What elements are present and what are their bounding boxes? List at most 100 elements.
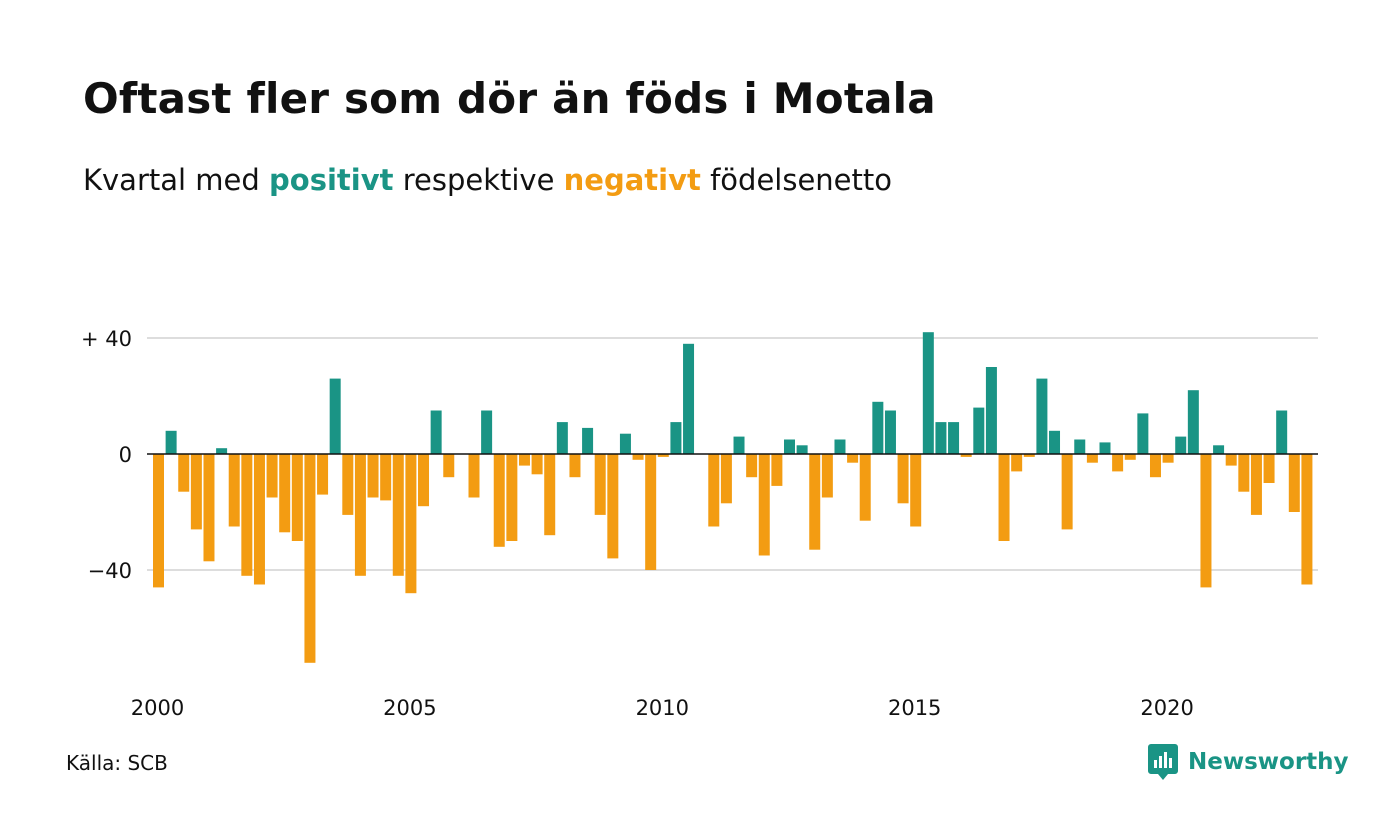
bar-negative [720,454,732,504]
subtitle-negative-word: negativt [563,163,701,197]
x-tick-label: 2015 [888,696,941,720]
bar-negative [1288,454,1300,512]
bar-positive [872,401,884,454]
bar-negative [279,454,291,533]
bar-negative [178,454,190,492]
bar-negative [1162,454,1174,463]
bar-positive [1099,442,1111,454]
bar-negative [746,454,758,478]
bar-negative [392,454,404,576]
bar-positive [582,427,594,454]
subtitle-middle: respektive [393,163,564,197]
x-tick-label: 2000 [131,696,184,720]
bar-negative [1301,454,1313,585]
bar-negative [847,454,859,463]
bar-positive [216,448,228,454]
y-tick-label: −40 [88,559,132,583]
bar-negative [342,454,354,515]
bar-positive [796,445,808,454]
bar-negative [468,454,480,498]
bar-positive [973,407,985,454]
bar-positive [1074,439,1086,454]
bar-positive [922,332,934,454]
bar-chart: + 40 0 −40 2000 2005 2010 2015 2020 [81,327,1318,720]
bar-negative [1023,454,1035,457]
bar-negative [910,454,922,527]
bar-negative [657,454,669,457]
bar-negative [569,454,581,478]
bar-negative [531,454,543,475]
brand-name: Newsworthy [1188,749,1349,775]
bar-negative [1225,454,1237,466]
bar-negative [518,454,530,466]
bar-negative [960,454,972,457]
y-tick-label: + 40 [81,327,132,351]
bar-positive [1175,436,1187,454]
bar-negative [1086,454,1098,463]
bar-positive [834,439,846,454]
bar-positive [683,343,695,454]
x-tick-label: 2010 [636,696,689,720]
y-tick-label: 0 [119,443,132,467]
bar-negative [443,454,455,478]
bar-positive [165,430,177,454]
x-tick-label: 2005 [383,696,436,720]
bar-negative [203,454,215,562]
bar-positive [556,422,568,454]
bar-negative [493,454,505,547]
bar-negative [266,454,278,498]
bar-positive [1036,378,1048,454]
bar-negative [241,454,253,576]
subtitle-positive-word: positivt [269,163,394,197]
bar-positive [733,436,745,454]
bar-negative [998,454,1010,541]
bar-positive [670,422,682,454]
source-note: Källa: SCB [66,751,168,775]
bar-negative [354,454,366,576]
bar-positive [329,378,341,454]
bar-positive [481,410,493,454]
bar-negative [153,454,164,588]
bar-negative [1200,454,1212,588]
bar-negative [594,454,606,515]
bar-positive [985,367,997,454]
bar-positive [1137,413,1149,454]
bar-negative [418,454,430,507]
bar-negative [1112,454,1124,472]
bar-negative [607,454,619,559]
bar-negative [190,454,202,530]
bar-negative [253,454,265,585]
bar-negative [506,454,518,541]
x-tick-label: 2020 [1140,696,1193,720]
bar-negative [645,454,657,570]
bar-negative [821,454,833,498]
bar-negative [1061,454,1073,530]
bar-negative [1238,454,1250,492]
bar-negative [771,454,783,486]
bar-positive [884,410,896,454]
chart-title: Oftast fler som dör än föds i Motala [83,74,936,123]
bar-negative [1149,454,1161,478]
bar-positive [1187,390,1199,454]
bar-negative [228,454,240,527]
bar-negative [1011,454,1023,472]
bar-negative [304,454,316,663]
bar-negative [758,454,770,556]
bar-positive [1276,410,1288,454]
bar-negative [380,454,392,501]
bar-negative [809,454,821,550]
bar-negative [1263,454,1275,483]
bar-negative [544,454,556,536]
bar-negative [291,454,303,541]
bar-negative [859,454,871,521]
bar-positive [619,433,631,454]
bar-negative [632,454,644,460]
chart-subtitle: Kvartal med positivt respektive negativt… [83,163,892,197]
bar-positive [948,422,960,454]
bar-negative [708,454,720,527]
subtitle-suffix: födelsenetto [700,163,892,197]
bar-positive [784,439,795,454]
bar-positive [935,422,947,454]
bar-negative [1250,454,1262,515]
bar-negative [897,454,909,504]
